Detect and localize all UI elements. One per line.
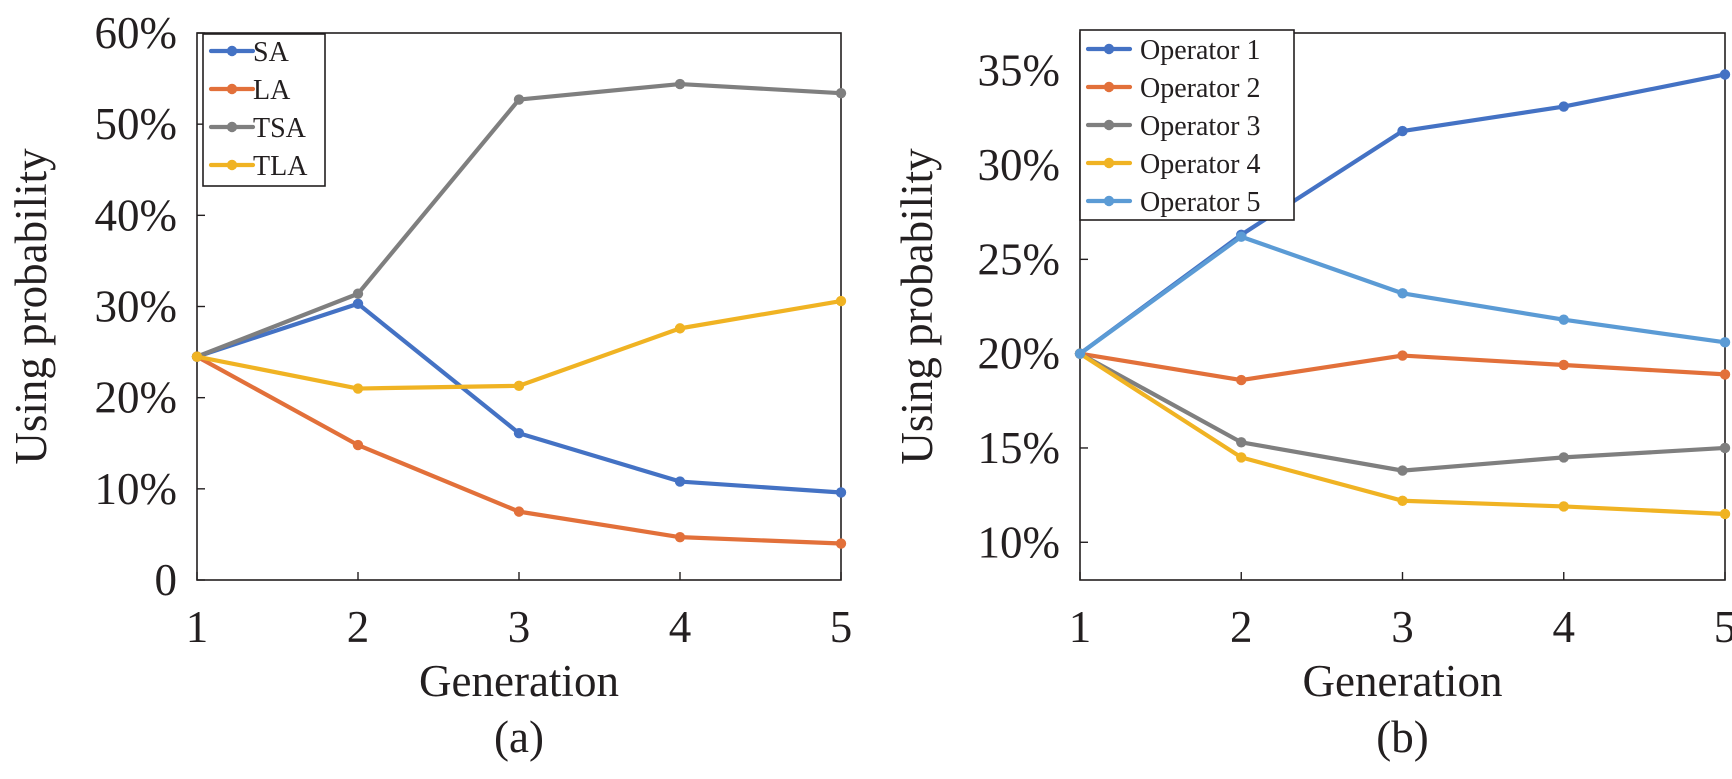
data-point-tsa bbox=[513, 94, 525, 105]
x-tick-label: 1 bbox=[1069, 602, 1092, 652]
data-point-operator-5 bbox=[1397, 288, 1408, 299]
y-tick-label: 0 bbox=[155, 555, 178, 605]
y-axis-title: Using probability bbox=[892, 148, 942, 465]
data-point-sa bbox=[352, 298, 364, 309]
y-tick-label: 60% bbox=[95, 8, 178, 58]
y-axis-title: Using probability bbox=[6, 148, 56, 465]
data-point-operator-4 bbox=[1719, 508, 1731, 520]
data-point-tla bbox=[352, 383, 364, 394]
data-point-la bbox=[835, 538, 847, 549]
y-tick-label: 35% bbox=[978, 46, 1061, 96]
y-tick-label: 10% bbox=[978, 517, 1061, 567]
data-point-tsa bbox=[674, 78, 686, 90]
x-tick-label: 3 bbox=[508, 602, 531, 652]
legend-label-operator-4: Operator 4 bbox=[1140, 149, 1261, 180]
legend-label-operator-5: Operator 5 bbox=[1140, 187, 1261, 218]
panel-label: (a) bbox=[494, 712, 544, 762]
series-line-sa bbox=[194, 301, 844, 495]
legend-label-operator-3: Operator 3 bbox=[1140, 111, 1261, 142]
data-point-operator-1 bbox=[1558, 101, 1569, 112]
y-tick-label: 50% bbox=[95, 99, 178, 149]
y-tick-label: 20% bbox=[95, 373, 178, 423]
data-point-operator-4 bbox=[1236, 452, 1247, 463]
x-axis-title: Generation bbox=[419, 656, 619, 706]
legend-label-tsa: TSA bbox=[253, 113, 307, 144]
data-point-sa bbox=[835, 487, 847, 498]
data-point-operator-2 bbox=[1236, 374, 1247, 386]
y-tick-label: 30% bbox=[978, 140, 1061, 190]
data-point-operator-2 bbox=[1397, 350, 1408, 361]
data-point-operator-3 bbox=[1236, 437, 1247, 448]
legend-label-operator-2: Operator 2 bbox=[1140, 73, 1261, 104]
legend-marker-operator-5 bbox=[1103, 195, 1115, 207]
data-point-la bbox=[513, 506, 525, 517]
legend-label-tla: TLA bbox=[253, 151, 308, 182]
x-tick-label: 2 bbox=[347, 602, 370, 652]
series-line-operator-4 bbox=[1077, 351, 1728, 517]
data-point-tla bbox=[513, 380, 525, 392]
y-tick-label: 25% bbox=[978, 234, 1061, 284]
legend-label-la: LA bbox=[253, 75, 291, 106]
data-point-tla bbox=[674, 323, 686, 334]
data-point-operator-3 bbox=[1719, 442, 1731, 454]
x-tick-label: 4 bbox=[669, 602, 692, 652]
x-tick-label: 4 bbox=[1553, 602, 1576, 652]
legend-marker-operator-3 bbox=[1103, 119, 1115, 131]
y-tick-label: 30% bbox=[95, 282, 178, 332]
series-line-tla bbox=[194, 298, 844, 391]
y-tick-label: 40% bbox=[95, 190, 178, 240]
data-point-operator-4 bbox=[1558, 501, 1569, 512]
data-point-operator-3 bbox=[1397, 465, 1408, 476]
data-point-tla bbox=[191, 351, 203, 362]
data-point-la bbox=[674, 531, 686, 543]
legend-marker-operator-2 bbox=[1103, 81, 1115, 93]
x-tick-label: 3 bbox=[1391, 602, 1414, 652]
x-tick-label: 5 bbox=[830, 602, 853, 652]
panel-a: 0 10% 20% 30% 40% 50% 60% 1 2 3 4 5 Generation Using … bbox=[6, 8, 852, 762]
data-point-tsa bbox=[835, 87, 847, 99]
x-tick-label: 2 bbox=[1230, 602, 1253, 652]
x-tick-label: 5 bbox=[1714, 602, 1732, 652]
legend-label-operator-1: Operator 1 bbox=[1140, 35, 1261, 66]
legend-marker-la bbox=[226, 83, 238, 95]
data-point-operator-5 bbox=[1236, 231, 1247, 242]
data-point-operator-5 bbox=[1074, 348, 1086, 359]
data-point-sa bbox=[513, 428, 525, 439]
legend-marker-tsa bbox=[226, 121, 238, 133]
legend-marker-operator-4 bbox=[1103, 157, 1115, 169]
data-point-sa bbox=[674, 476, 686, 487]
data-point-operator-5 bbox=[1558, 314, 1569, 325]
legend-box bbox=[202, 33, 326, 187]
panel-b: 10% 15% 20% 25% 30% 35% 1 2 3 4 5 Generation Using p… bbox=[892, 29, 1732, 762]
y-tick-label: 15% bbox=[978, 423, 1061, 473]
data-point-operator-4 bbox=[1397, 495, 1408, 506]
x-axis-title: Generation bbox=[1303, 656, 1503, 706]
data-point-operator-1 bbox=[1397, 125, 1408, 137]
data-point-operator-3 bbox=[1558, 452, 1569, 463]
data-point-tsa bbox=[352, 288, 364, 299]
panel-label: (b) bbox=[1376, 712, 1428, 762]
legend-marker-sa bbox=[226, 45, 238, 57]
legend-label-sa: SA bbox=[253, 37, 290, 68]
data-point-tla bbox=[835, 295, 847, 307]
legend-marker-tla bbox=[226, 159, 238, 171]
data-point-operator-2 bbox=[1558, 359, 1569, 371]
data-point-operator-1 bbox=[1719, 69, 1731, 80]
data-point-operator-2 bbox=[1719, 369, 1731, 380]
x-tick-label: 1 bbox=[186, 602, 209, 652]
data-point-operator-5 bbox=[1719, 337, 1731, 348]
y-tick-label: 20% bbox=[978, 329, 1061, 379]
data-point-la bbox=[352, 439, 364, 451]
legend-marker-operator-1 bbox=[1103, 43, 1115, 55]
y-tick-label: 10% bbox=[95, 464, 178, 514]
